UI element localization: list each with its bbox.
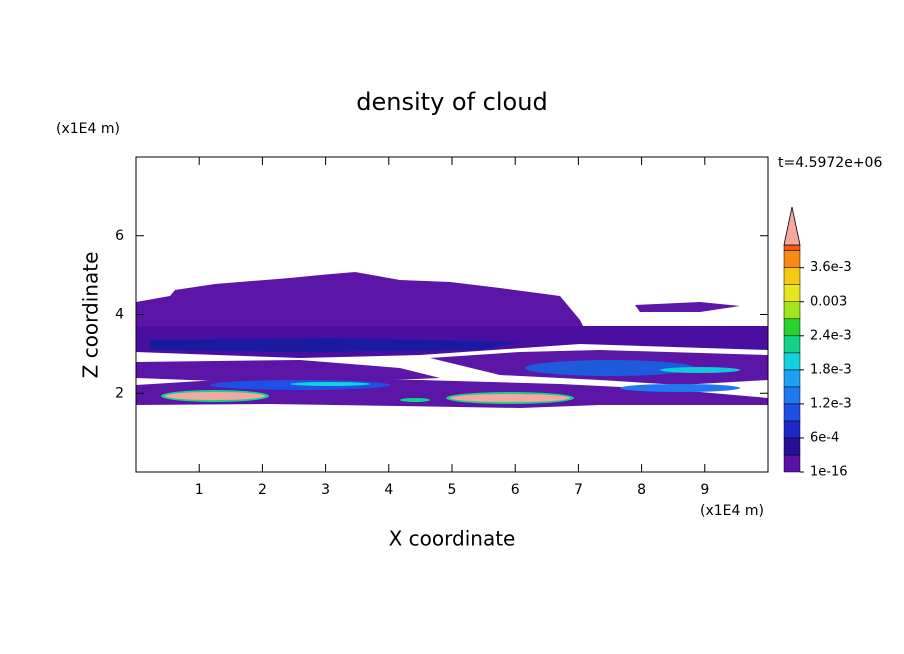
time-annotation: t=4.5972e+06 xyxy=(778,155,882,171)
x-tick-label: 4 xyxy=(384,482,393,498)
colorbar-swatch xyxy=(783,352,801,371)
y-tick-label: 4 xyxy=(115,307,124,323)
y-unit: (x1E4 m) xyxy=(56,121,120,137)
colorbar-swatch xyxy=(783,420,801,439)
y-axis-label: Z coordinate xyxy=(79,252,103,379)
colorbar-label: 2.4e-3 xyxy=(810,328,852,343)
colorbar-label: 6e-4 xyxy=(810,430,839,445)
colorbar-swatch xyxy=(783,454,801,473)
colorbar-label: 1e-16 xyxy=(810,465,848,480)
cloud-region xyxy=(165,392,265,400)
colorbar-label: 0.003 xyxy=(810,294,847,309)
colorbar-swatch xyxy=(783,403,801,422)
cloud-region xyxy=(150,338,520,352)
colorbar-swatch xyxy=(783,284,801,303)
colorbar-label: 3.6e-3 xyxy=(810,260,852,275)
cloud-region xyxy=(525,360,695,376)
cloud-region xyxy=(450,394,570,402)
cloud-region xyxy=(400,398,430,402)
chart-title: density of cloud xyxy=(356,88,547,116)
colorbar-swatch xyxy=(783,267,801,285)
colorbar-extend xyxy=(783,206,801,246)
contour-field xyxy=(136,272,768,408)
x-tick-label: 3 xyxy=(321,482,330,498)
x-tick-label: 2 xyxy=(258,482,267,498)
colorbar-swatch xyxy=(783,301,801,320)
x-tick-label: 8 xyxy=(637,482,646,498)
x-tick-label: 6 xyxy=(511,482,520,498)
colorbar-swatch xyxy=(783,386,801,405)
x-tick-label: 5 xyxy=(448,482,457,498)
x-tick-label: 9 xyxy=(700,482,709,498)
cloud-region xyxy=(620,384,740,392)
x-tick-label: 7 xyxy=(574,482,583,498)
colorbar-swatch xyxy=(783,244,801,251)
colorbar-label: 1.2e-3 xyxy=(810,396,852,411)
cloud-region xyxy=(290,382,370,386)
colorbar-swatch xyxy=(783,250,801,268)
x-tick-label: 1 xyxy=(195,482,204,498)
cloud-region xyxy=(136,360,440,384)
y-tick-label: 2 xyxy=(115,385,124,401)
x-axis-label: X coordinate xyxy=(389,527,516,551)
colorbar-label: 1.8e-3 xyxy=(810,362,852,377)
colorbar-swatch xyxy=(783,335,801,354)
colorbar-swatch xyxy=(783,437,801,456)
cloud-region xyxy=(635,302,740,312)
x-unit: (x1E4 m) xyxy=(700,503,764,519)
y-tick-label: 6 xyxy=(115,228,124,244)
colorbar-swatch xyxy=(783,318,801,337)
cloud-region xyxy=(660,367,740,373)
colorbar-swatch xyxy=(783,369,801,388)
